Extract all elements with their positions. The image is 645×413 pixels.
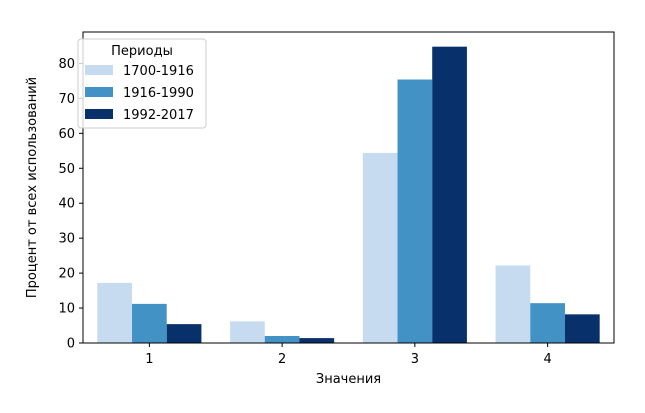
bar-1916-1990-cat-1 bbox=[132, 303, 167, 343]
bar-1700-1916-cat-3 bbox=[362, 152, 398, 343]
x-tick-label: 2 bbox=[278, 352, 286, 367]
bar-1916-1990-cat-3 bbox=[397, 79, 433, 344]
x-axis-label: Значения bbox=[316, 372, 381, 387]
legend-swatch-1700-1916 bbox=[85, 65, 113, 75]
y-tick-label: 50 bbox=[58, 162, 75, 177]
legend-swatch-1992-2017 bbox=[85, 109, 113, 119]
bars-group bbox=[97, 46, 600, 344]
legend-label: 1916-1990 bbox=[123, 86, 194, 101]
legend-label: 1700-1916 bbox=[123, 64, 194, 79]
y-axis-label: Процент от всех использований bbox=[25, 77, 40, 298]
bar-1916-1990-cat-2 bbox=[264, 336, 300, 343]
legend: Периоды 1700-1916 1916-1990 1992-2017 bbox=[77, 38, 207, 129]
y-tick-label: 30 bbox=[58, 232, 75, 247]
bar-1992-2017-cat-4 bbox=[564, 314, 600, 343]
y-tick-label: 60 bbox=[58, 127, 75, 142]
y-tick-label: 20 bbox=[58, 267, 75, 282]
y-axis: 0 10 20 30 40 50 60 70 80 bbox=[58, 57, 83, 352]
y-tick-label: 40 bbox=[58, 197, 75, 212]
bar-1700-1916-cat-1 bbox=[97, 282, 133, 343]
bar-1916-1990-cat-4 bbox=[530, 303, 565, 343]
x-axis: 1 2 3 4 bbox=[145, 343, 552, 367]
bar-1700-1916-cat-2 bbox=[230, 321, 265, 343]
bar-1992-2017-cat-1 bbox=[166, 324, 202, 343]
bar-1992-2017-cat-3 bbox=[432, 46, 467, 344]
x-tick-label: 1 bbox=[145, 352, 153, 367]
legend-swatch-1916-1990 bbox=[85, 87, 113, 97]
y-tick-label: 0 bbox=[67, 337, 75, 352]
y-tick-label: 80 bbox=[58, 57, 75, 72]
legend-label: 1992-2017 bbox=[123, 108, 194, 123]
plot-frame bbox=[82, 31, 615, 344]
x-tick-label: 4 bbox=[543, 352, 551, 367]
legend-title: Периоды bbox=[111, 44, 173, 59]
bar-1992-2017-cat-2 bbox=[299, 338, 335, 343]
y-tick-label: 10 bbox=[58, 302, 75, 317]
legend-box bbox=[77, 38, 207, 129]
y-tick-label: 70 bbox=[58, 92, 75, 107]
x-tick-label: 3 bbox=[411, 352, 419, 367]
bar-1700-1916-cat-4 bbox=[495, 265, 531, 343]
